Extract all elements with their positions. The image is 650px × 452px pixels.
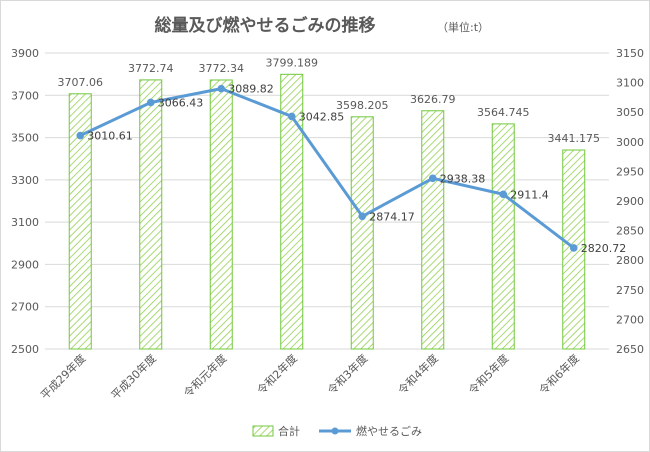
line-value-label: 2911.4 bbox=[510, 188, 549, 201]
bar-value-label: 3772.34 bbox=[199, 62, 245, 75]
right-tick-label: 3100 bbox=[616, 77, 644, 90]
right-tick-label: 3150 bbox=[616, 47, 644, 60]
bar-value-label: 3598.205 bbox=[336, 99, 389, 112]
left-tick-label: 3900 bbox=[11, 47, 39, 60]
line-point bbox=[569, 244, 578, 252]
unit-label: （単位:t） bbox=[437, 20, 489, 34]
bar-series: 3707.06 3772.74 3772.34 3799.189 3598.205 362… bbox=[58, 56, 601, 350]
left-tick-label: 2500 bbox=[11, 343, 39, 356]
legend-swatch-marker bbox=[331, 427, 339, 435]
line-point bbox=[499, 190, 508, 199]
line-path bbox=[79, 87, 575, 250]
line-value-label: 3010.61 bbox=[87, 130, 133, 143]
right-tick-label: 3000 bbox=[616, 136, 644, 149]
right-tick-label: 3050 bbox=[616, 106, 644, 119]
left-tick-label: 3100 bbox=[11, 216, 39, 229]
line-value-label: 3066.43 bbox=[158, 96, 204, 109]
line-point bbox=[358, 212, 367, 221]
bar-value-label: 3799.189 bbox=[266, 56, 319, 69]
line-value-label: 3042.85 bbox=[299, 110, 345, 123]
bar bbox=[421, 110, 445, 350]
right-tick-label: 2700 bbox=[616, 313, 644, 326]
chart-title: 総量及び燃やせるごみの推移 bbox=[155, 15, 376, 36]
line-value-label: 2938.38 bbox=[440, 172, 486, 185]
bar-value-label: 3441.175 bbox=[548, 132, 601, 145]
legend-label-bar: 合計 bbox=[278, 424, 300, 438]
left-tick-label: 2700 bbox=[11, 301, 39, 314]
line-point bbox=[428, 174, 437, 183]
bar bbox=[280, 73, 304, 350]
bar-value-label: 3707.06 bbox=[58, 76, 104, 89]
category-label: 平成30年度 bbox=[108, 351, 159, 402]
line-point bbox=[217, 84, 226, 93]
bar-value-label: 3626.79 bbox=[410, 93, 456, 106]
left-tick-label: 2900 bbox=[11, 258, 39, 271]
category-label: 平成29年度 bbox=[37, 351, 88, 402]
bar-value-label: 3564.745 bbox=[477, 106, 530, 119]
bar-value-label: 3772.74 bbox=[128, 62, 174, 75]
line-value-label: 2874.17 bbox=[369, 210, 415, 223]
right-tick-label: 2650 bbox=[616, 343, 644, 356]
bar bbox=[68, 93, 92, 350]
right-tick-label: 2850 bbox=[616, 225, 644, 238]
line-series: 3010.61 3066.43 3089.82 3042.85 2874.17 2938.… bbox=[76, 83, 626, 255]
left-y-axis: 2500 2700 2900 3100 3300 3500 3700 3900 bbox=[11, 47, 39, 356]
left-tick-label: 3700 bbox=[11, 89, 39, 102]
right-y-axis: 2650 2700 2750 2800 2850 2900 2950 3000 3050 3100… bbox=[616, 47, 644, 356]
right-tick-label: 2750 bbox=[616, 284, 644, 297]
line-value-label: 2820.72 bbox=[581, 242, 627, 255]
category-label: 令和6年度 bbox=[536, 351, 582, 397]
category-label: 令和5年度 bbox=[465, 351, 511, 397]
left-tick-label: 3500 bbox=[11, 132, 39, 145]
category-label: 令和4年度 bbox=[395, 351, 441, 397]
category-label: 令和元年度 bbox=[181, 351, 230, 400]
legend-label-line: 燃やせるごみ bbox=[356, 424, 422, 438]
legend: 合計 燃やせるごみ bbox=[252, 424, 422, 438]
right-tick-label: 2900 bbox=[616, 195, 644, 208]
line-point bbox=[146, 98, 155, 107]
gridlines bbox=[45, 52, 609, 350]
category-label: 令和2年度 bbox=[254, 351, 300, 397]
left-tick-label: 3300 bbox=[11, 174, 39, 187]
line-point bbox=[76, 131, 85, 140]
line-value-label: 3089.82 bbox=[228, 83, 274, 96]
right-tick-label: 2950 bbox=[616, 165, 644, 178]
right-tick-label: 2800 bbox=[616, 254, 644, 267]
bar bbox=[139, 79, 163, 350]
line-point bbox=[287, 112, 296, 121]
bar bbox=[491, 123, 515, 350]
x-axis: 平成29年度 平成30年度 令和元年度 令和2年度 令和3年度 令和4年度 令和5年度 令和6… bbox=[37, 351, 581, 402]
category-label: 令和3年度 bbox=[324, 351, 370, 397]
bar bbox=[209, 79, 233, 350]
legend-swatch-bar bbox=[252, 425, 274, 437]
bar bbox=[350, 116, 374, 350]
